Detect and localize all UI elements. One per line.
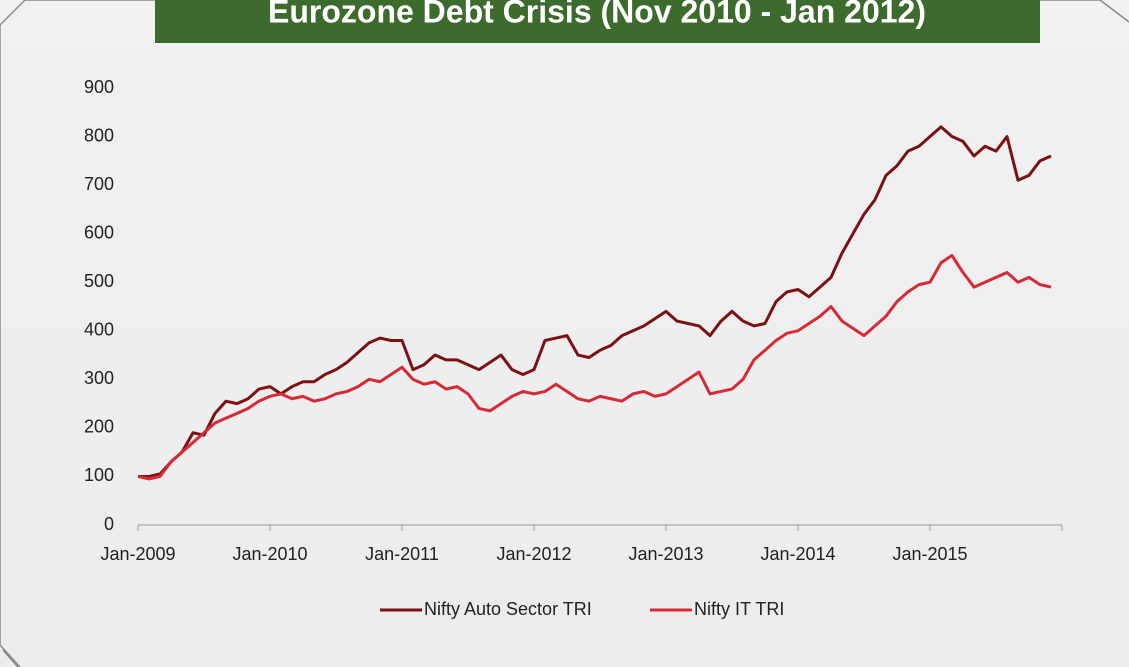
- series-line: [138, 125, 1052, 478]
- x-tick-label: Jan-2009: [100, 544, 175, 564]
- x-tick-label: Jan-2015: [892, 544, 967, 564]
- x-tick-label: Jan-2011: [365, 544, 439, 564]
- y-tick-label: 400: [84, 320, 114, 340]
- x-tick-label: Jan-2010: [232, 544, 307, 564]
- y-tick-label: 600: [84, 222, 114, 242]
- y-tick-label: 500: [84, 271, 114, 291]
- series-line: [137, 254, 1052, 481]
- title-box: [155, 0, 1040, 43]
- x-tick-label: Jan-2013: [628, 544, 703, 564]
- y-tick-label: 300: [84, 368, 114, 388]
- y-tick-label: 900: [84, 77, 114, 97]
- frame-corner: [2, 649, 19, 667]
- x-tick-label: Jan-2014: [760, 544, 835, 564]
- y-tick-label: 700: [84, 174, 114, 194]
- chart-title: Eurozone Debt Crisis (Nov 2010 - Jan 201…: [268, 0, 926, 29]
- y-tick-label: 800: [84, 125, 114, 145]
- y-tick-label: 200: [84, 417, 114, 437]
- x-tick-label: Jan-2012: [496, 544, 571, 564]
- legend-label: Nifty IT TRI: [694, 599, 784, 619]
- y-tick-label: 100: [84, 465, 114, 485]
- y-tick-label: 0: [104, 514, 114, 534]
- legend-label: Nifty Auto Sector TRI: [424, 599, 592, 619]
